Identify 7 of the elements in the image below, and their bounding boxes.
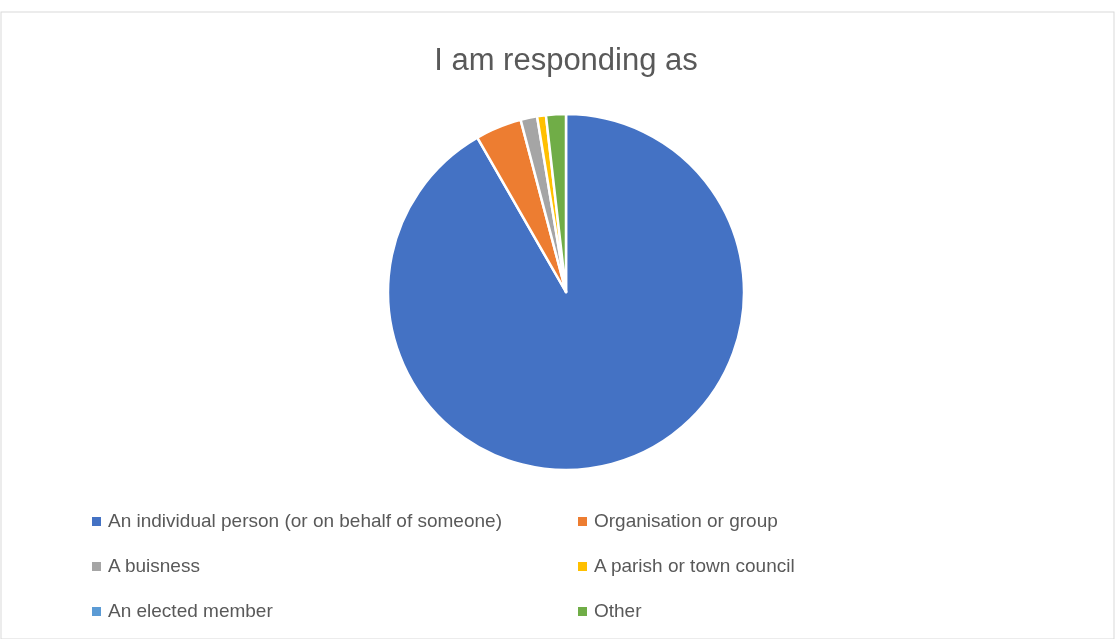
legend-label: A buisness — [108, 555, 200, 577]
legend-label: A parish or town council — [594, 555, 795, 577]
legend-label: An elected member — [108, 600, 274, 622]
legend-label: Organisation or group — [594, 510, 778, 532]
chart-title: I am responding as — [434, 42, 698, 77]
legend-label: An individual person (or on behalf of someone) — [108, 510, 502, 532]
legend-label: Other — [594, 600, 643, 622]
